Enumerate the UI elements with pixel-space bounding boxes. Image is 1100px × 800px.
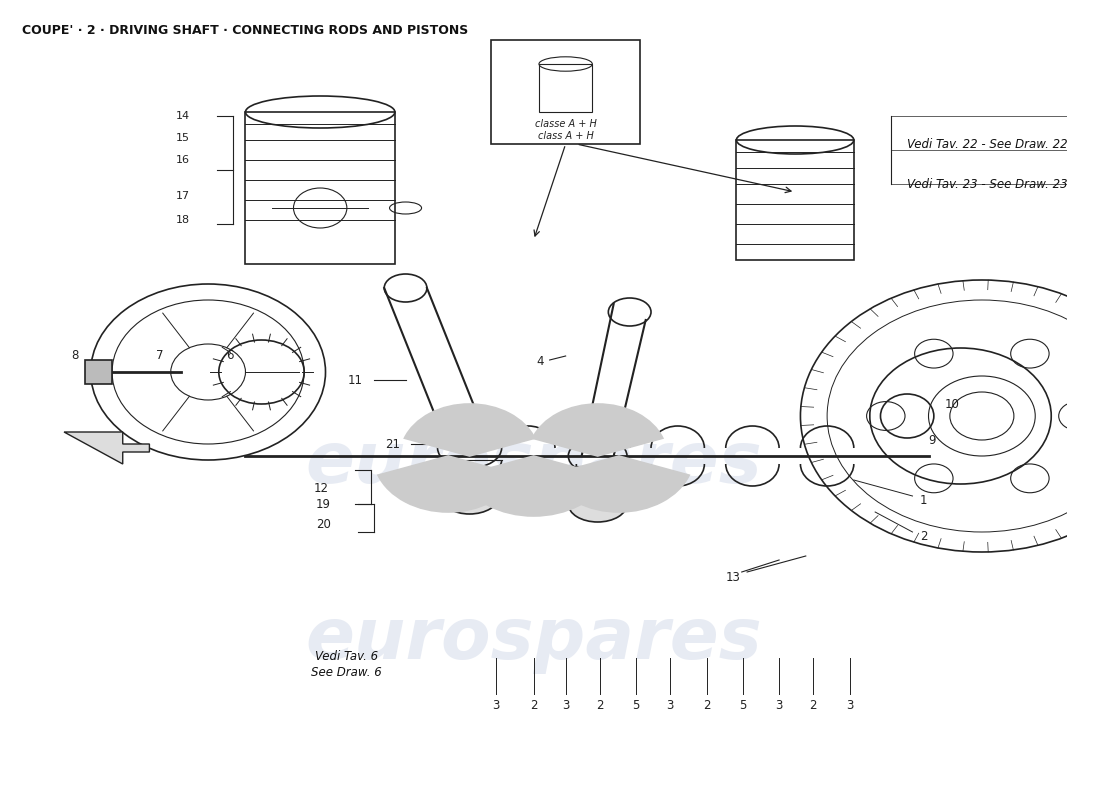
Text: 3: 3 xyxy=(562,699,570,712)
Polygon shape xyxy=(64,432,150,464)
Text: 2: 2 xyxy=(920,530,927,542)
Wedge shape xyxy=(549,456,690,512)
Text: 20: 20 xyxy=(316,518,331,530)
Text: COUPE' · 2 · DRIVING SHAFT · CONNECTING RODS AND PISTONS: COUPE' · 2 · DRIVING SHAFT · CONNECTING … xyxy=(22,24,469,37)
Text: 3: 3 xyxy=(776,699,783,712)
Text: 2: 2 xyxy=(703,699,711,712)
Text: 13: 13 xyxy=(726,571,740,584)
Wedge shape xyxy=(378,456,518,512)
Bar xyxy=(491,40,640,144)
Bar xyxy=(245,112,395,264)
Text: 16: 16 xyxy=(176,155,190,165)
Text: 6: 6 xyxy=(226,350,233,362)
Text: 3: 3 xyxy=(493,699,500,712)
Text: 2: 2 xyxy=(810,699,817,712)
Bar xyxy=(736,140,854,260)
Text: 2: 2 xyxy=(530,699,538,712)
Text: eurospares: eurospares xyxy=(306,606,762,674)
Text: eurospares: eurospares xyxy=(306,430,762,498)
Text: 10: 10 xyxy=(945,398,959,410)
Text: Vedi Tav. 6: Vedi Tav. 6 xyxy=(316,650,378,662)
Text: 5: 5 xyxy=(632,699,640,712)
Text: 21: 21 xyxy=(385,438,400,450)
Text: 9: 9 xyxy=(928,434,936,446)
Text: Vedi Tav. 23 - See Draw. 23: Vedi Tav. 23 - See Draw. 23 xyxy=(908,178,1068,190)
Ellipse shape xyxy=(440,478,499,514)
Text: 4: 4 xyxy=(537,355,544,368)
Text: class A + H: class A + H xyxy=(538,131,594,141)
Wedge shape xyxy=(405,404,535,456)
Text: 5: 5 xyxy=(739,699,747,712)
Text: 7: 7 xyxy=(156,350,164,362)
Text: 1: 1 xyxy=(920,494,927,506)
Wedge shape xyxy=(532,404,663,456)
Text: 11: 11 xyxy=(348,374,363,386)
Text: Vedi Tav. 22 - See Draw. 22: Vedi Tav. 22 - See Draw. 22 xyxy=(908,138,1068,150)
Text: 3: 3 xyxy=(846,699,854,712)
Text: 14: 14 xyxy=(176,111,190,121)
Ellipse shape xyxy=(499,466,569,510)
Text: 8: 8 xyxy=(72,350,78,362)
Text: See Draw. 6: See Draw. 6 xyxy=(311,666,382,678)
Text: 19: 19 xyxy=(316,498,331,510)
Text: 2: 2 xyxy=(596,699,604,712)
Text: 15: 15 xyxy=(176,133,190,142)
Bar xyxy=(539,64,592,112)
Text: 12: 12 xyxy=(314,482,329,494)
Text: 18: 18 xyxy=(176,215,190,225)
Wedge shape xyxy=(459,456,608,516)
Text: 17: 17 xyxy=(176,191,190,201)
Text: classe A + H: classe A + H xyxy=(535,119,596,129)
Text: 3: 3 xyxy=(667,699,674,712)
Ellipse shape xyxy=(569,486,627,522)
Bar xyxy=(86,360,112,384)
